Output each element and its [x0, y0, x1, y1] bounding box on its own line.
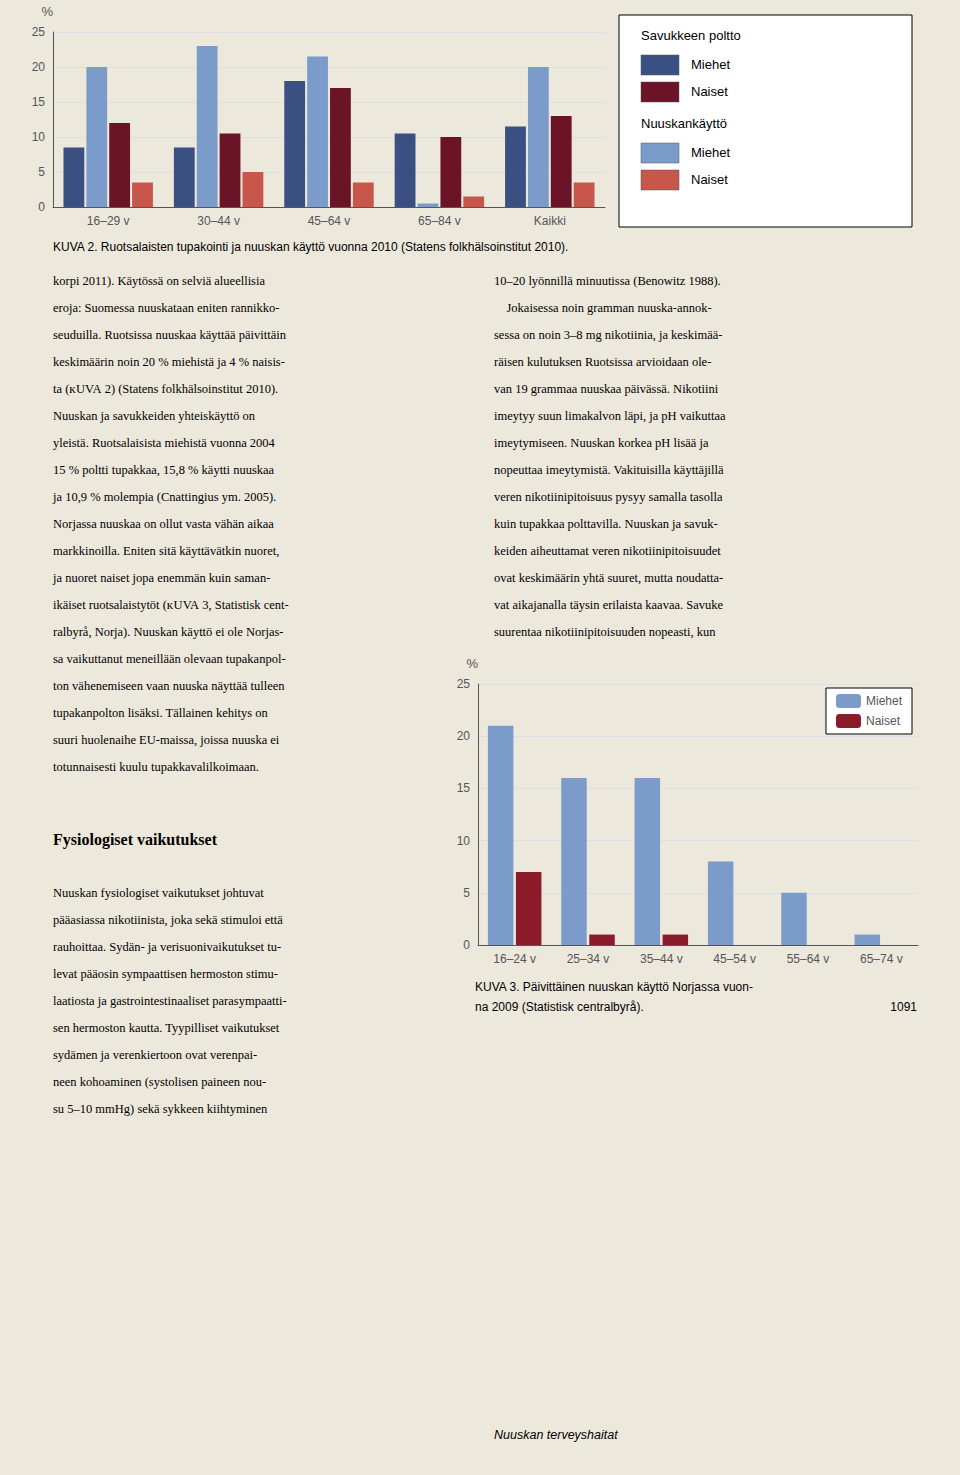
svg-text:Kaikki: Kaikki: [534, 214, 566, 228]
html-text:räisen kulutuksen Ruotsissa ar: räisen kulutuksen Ruotsissa arvioidaan o…: [494, 355, 712, 369]
html-text:ja nuoret naiset jopa enemmän: ja nuoret naiset jopa enemmän kuin saman…: [53, 571, 271, 585]
svg-text:15: 15: [457, 781, 471, 795]
svg-text:16–29 v: 16–29 v: [87, 214, 130, 228]
svg-text:Naiset: Naiset: [691, 172, 728, 187]
svg-text:65–74 v: 65–74 v: [860, 952, 903, 966]
html-text:ovat keskimäärin yhtä suuret,: ovat keskimäärin yhtä suuret, mutta noud…: [494, 571, 724, 585]
svg-text:%: %: [41, 4, 53, 19]
svg-text:30–44 v: 30–44 v: [197, 214, 240, 228]
html-text:seuduilla. Ruotsissa nuuskaa k: seuduilla. Ruotsissa nuuskaa käyttää päi…: [53, 328, 286, 342]
svg-text:Savukkeen poltto: Savukkeen poltto: [641, 28, 741, 43]
html-text:levat pääosin sympaattisen her: levat pääosin sympaattisen hermoston sti…: [53, 967, 278, 981]
html-text:sen hermoston kautta. Tyypilli: sen hermoston kautta. Tyypilliset vaikut…: [53, 1021, 280, 1035]
svg-text:20: 20: [32, 60, 46, 74]
html-text:sydämen ja verenkiertoon ovat: sydämen ja verenkiertoon ovat verenpai-: [53, 1048, 258, 1062]
svg-text:10: 10: [32, 130, 46, 144]
svg-text:45–64 v: 45–64 v: [308, 214, 351, 228]
html-text:Nuuskan fysiologiset vaikutuks: Nuuskan fysiologiset vaikutukset johtuva…: [53, 886, 264, 900]
html-text:laatiosta ja gastrointestinaal: laatiosta ja gastrointestinaaliset paras…: [53, 994, 287, 1008]
html-text:imeytymiseen. Nuuskan korkea p: imeytymiseen. Nuuskan korkea pH lisää ja: [494, 436, 709, 450]
html-text:ikäiset ruotsalaistytöt (ᴋUVA: ikäiset ruotsalaistytöt (ᴋUVA 3, Statist…: [53, 598, 289, 612]
html-text:KUVA 2. Ruotsalaisten tupakoin: KUVA 2. Ruotsalaisten tupakointi ja nuus…: [53, 240, 569, 254]
html-text:totunnaisesti kuulu tupakkaval: totunnaisesti kuulu tupakkavalilkoimaan.: [53, 760, 259, 774]
svg-text:55–64 v: 55–64 v: [787, 952, 830, 966]
svg-text:5: 5: [38, 165, 45, 179]
html-text:suurentaa nikotiinipitoisuuden: suurentaa nikotiinipitoisuuden nopeasti,…: [494, 625, 716, 639]
html-text:ja 10,9 % molempia (Cnattingiu: ja 10,9 % molempia (Cnattingius ym. 2005…: [53, 490, 277, 504]
html-text:pääasiassa nikotiinista, joka: pääasiassa nikotiinista, joka sekä stimu…: [53, 913, 283, 927]
html-text:na 2009 (Statistisk centralbyr: na 2009 (Statistisk centralbyrå).: [475, 1000, 644, 1014]
html-text:yleistä. Ruotsalaisista miehis: yleistä. Ruotsalaisista miehistä vuonna …: [53, 436, 275, 450]
html-text:1091: 1091: [890, 1000, 917, 1014]
svg-text:25: 25: [32, 25, 46, 39]
html-text:markkinoilla. Eniten sitä käyt: markkinoilla. Eniten sitä käyttävätkin n…: [53, 544, 280, 558]
html-text:Nuuskan terveyshaitat: Nuuskan terveyshaitat: [494, 1428, 618, 1442]
html-text:ralbyrå, Norja). Nuuskan käytt: ralbyrå, Norja). Nuuskan käyttö ei ole N…: [53, 625, 284, 639]
svg-text:Miehet: Miehet: [866, 694, 903, 708]
svg-text:20: 20: [457, 729, 471, 743]
html-text:KUVA 3. Päivittäinen nuuskan k: KUVA 3. Päivittäinen nuuskan käyttö Norj…: [475, 980, 753, 994]
html-text:sessa on noin 3–8 mg nikotiini: sessa on noin 3–8 mg nikotiinia, ja kesk…: [494, 328, 723, 342]
svg-text:45–54 v: 45–54 v: [713, 952, 756, 966]
html-text:keiden aiheuttamat veren nikot: keiden aiheuttamat veren nikotiinipitois…: [494, 544, 721, 558]
svg-text:16–24 v: 16–24 v: [493, 952, 536, 966]
html-text:Norjassa nuuskaa on ollut vast: Norjassa nuuskaa on ollut vasta vähän ai…: [53, 517, 274, 531]
svg-text:Naiset: Naiset: [866, 714, 901, 728]
html-text:Nuuskan ja savukkeiden yhteisk: Nuuskan ja savukkeiden yhteiskäyttö on: [53, 409, 255, 423]
html-text:kuin tupakkaa polttavilla. Nuu: kuin tupakkaa polttavilla. Nuuskan ja sa…: [494, 517, 718, 531]
html-text:korpi 2011). Käytössä on selvi: korpi 2011). Käytössä on selviä alueelli…: [53, 274, 265, 288]
html-text:su 5–10 mmHg) sekä sykkeen kii: su 5–10 mmHg) sekä sykkeen kiihtyminen: [53, 1102, 268, 1116]
html-text:ta (ᴋUVA 2) (Statens folkhälso: ta (ᴋUVA 2) (Statens folkhälsoinstitut 2…: [53, 382, 279, 396]
html-text:neen kohoaminen (systolisen pa: neen kohoaminen (systolisen paineen nou-: [53, 1075, 267, 1089]
svg-text:10: 10: [457, 834, 471, 848]
svg-text:Miehet: Miehet: [691, 145, 730, 160]
svg-text:25: 25: [457, 677, 471, 691]
html-text:10–20 lyönnillä minuutissa (Be: 10–20 lyönnillä minuutissa (Benowitz 198…: [494, 274, 721, 288]
html-text:veren nikotiinipitoisuus pysyy: veren nikotiinipitoisuus pysyy samalla t…: [494, 490, 723, 504]
html-text:sa vaikuttanut meneillään olev: sa vaikuttanut meneillään olevaan tupaka…: [53, 652, 286, 666]
html-text:vat aikajanalla täysin erilais: vat aikajanalla täysin erilaista kaavaa.…: [494, 598, 724, 612]
html-text:rauhoittaa. Sydän- ja verisuon: rauhoittaa. Sydän- ja verisuonivaikutuks…: [53, 940, 282, 954]
html-text:ton vähenemiseen vaan nuuska n: ton vähenemiseen vaan nuuska näyttää tul…: [53, 679, 285, 693]
html-text:15 % poltti tupakkaa, 15,8 % k: 15 % poltti tupakkaa, 15,8 % käytti nuus…: [53, 463, 275, 477]
svg-text:0: 0: [463, 938, 470, 952]
svg-text:%: %: [466, 656, 478, 671]
svg-text:5: 5: [463, 886, 470, 900]
svg-text:65–84 v: 65–84 v: [418, 214, 461, 228]
html-text:tupakanpolton lisäksi. Tällain: tupakanpolton lisäksi. Tällainen kehitys…: [53, 706, 268, 720]
html-text:keskimäärin noin 20 % miehistä: keskimäärin noin 20 % miehistä ja 4 % na…: [53, 355, 285, 369]
html-text:Fysiologiset vaikutukset: Fysiologiset vaikutukset: [53, 831, 217, 848]
svg-text:Naiset: Naiset: [691, 84, 728, 99]
svg-text:0: 0: [38, 200, 45, 214]
html-text:van 19 grammaa nuuskaa päiväss: van 19 grammaa nuuskaa päivässä. Nikotii…: [494, 382, 719, 396]
svg-text:15: 15: [32, 95, 46, 109]
svg-text:Miehet: Miehet: [691, 57, 730, 72]
svg-text:25–34 v: 25–34 v: [567, 952, 610, 966]
html-text:nopeuttaa imeytymistä. Vakitui: nopeuttaa imeytymistä. Vakituisilla käyt…: [494, 463, 724, 477]
svg-text:Nuuskankäyttö: Nuuskankäyttö: [641, 116, 727, 131]
html-text:eroja: Suomessa nuuskataan eni: eroja: Suomessa nuuskataan eniten rannik…: [53, 301, 280, 315]
html-text:Jokaisessa noin gramman nuuska: Jokaisessa noin gramman nuuska-annok-: [494, 301, 712, 315]
html-text:imeytyy suun limakalvon läpi,: imeytyy suun limakalvon läpi, ja pH vaik…: [494, 409, 726, 423]
svg-text:35–44 v: 35–44 v: [640, 952, 683, 966]
html-text:suuri huolenaihe EU-maissa, jo: suuri huolenaihe EU-maissa, joissa nuusk…: [53, 733, 280, 747]
